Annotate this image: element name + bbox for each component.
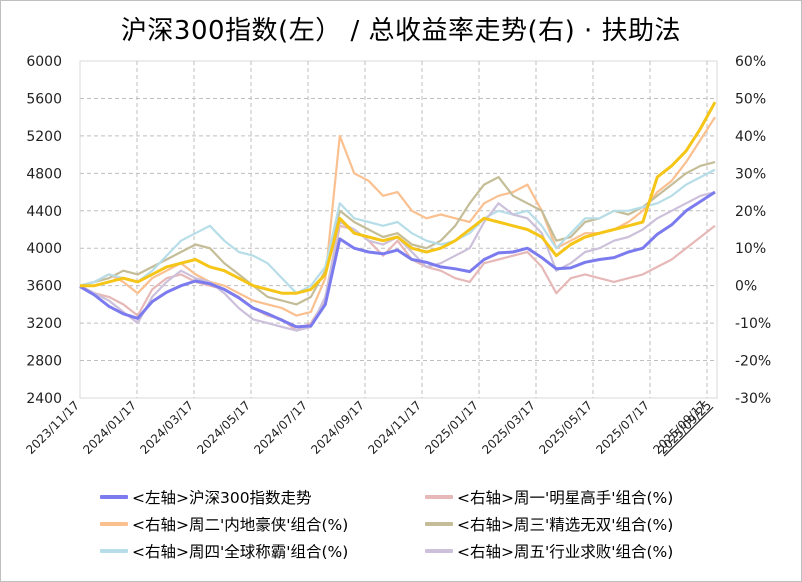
legend-label-wednesday: <右轴>周三'精选无双'组合(%) [457, 516, 674, 534]
legend-swatch-tuesday [100, 522, 128, 526]
x-tick-label: 2024/11/17 [365, 398, 424, 457]
legend-label-thursday: <右轴>周四'全球称霸'组合(%) [132, 543, 349, 561]
left-tick-label: 4800 [26, 166, 62, 182]
right-tick-label: -30% [735, 391, 771, 407]
legend-label-hs300: <左轴>沪深300指数走势 [132, 489, 312, 507]
series-line-hs300 [79, 190, 716, 329]
right-tick-label: -20% [735, 354, 771, 370]
legend-swatch-monday [425, 495, 453, 499]
x-tick-label: 2025/09/25 [655, 398, 714, 457]
x-tick-label: 2025/01/17 [422, 398, 481, 457]
left-tick-label: 3200 [26, 316, 62, 332]
left-tick-label: 4000 [26, 241, 62, 257]
series-line-thursday [79, 168, 716, 295]
left-tick-label: 2400 [26, 391, 62, 407]
x-tick-label: 2023/11/17 [23, 398, 82, 457]
legend-item-wednesday: <右轴>周三'精选无双'组合(%) [425, 513, 673, 535]
x-tick-label: 2025/07/17 [593, 398, 652, 457]
legend-label-tuesday: <右轴>周二'内地豪侠'组合(%) [132, 516, 349, 534]
x-tick-label: 2024/07/17 [251, 398, 310, 457]
right-tick-label: -10% [735, 316, 771, 332]
left-tick-label: 2800 [26, 354, 62, 370]
legend-item-tuesday: <右轴>周二'内地豪侠'组合(%) [100, 513, 348, 535]
legend-label-monday: <右轴>周一'明星高手'组合(%) [457, 489, 674, 507]
x-tick-label: 2025/05/17 [536, 398, 595, 457]
right-tick-label: 60% [735, 54, 766, 70]
x-tick-label: 2025/03/17 [479, 398, 538, 457]
left-tick-label: 6000 [26, 54, 62, 70]
series-line-monday [79, 224, 716, 332]
right-tick-label: 20% [735, 204, 766, 220]
x-tick-label: 2024/03/17 [137, 398, 196, 457]
legend-swatch-thursday [100, 549, 128, 553]
series-line-yellow [80, 101, 717, 295]
right-tick-label: 50% [735, 91, 766, 107]
right-tick-label: 10% [735, 241, 766, 257]
left-tick-label: 5200 [26, 129, 62, 145]
legend-item-thursday: <右轴>周四'全球称霸'组合(%) [100, 540, 348, 562]
left-tick-label: 5600 [26, 91, 62, 107]
right-tick-label: 0% [735, 279, 757, 295]
legend-item-friday: <右轴>周五'行业求败'组合(%) [425, 540, 673, 562]
chart-title: 沪深300指数(左） / 总收益率走势(右) · 扶助法 [120, 16, 682, 46]
x-tick-label: 2024/01/17 [80, 398, 139, 457]
left-tick-label: 3600 [26, 279, 62, 295]
legend-item-hs300: <左轴>沪深300指数走势 [100, 486, 312, 508]
legend-swatch-wednesday [425, 522, 453, 526]
x-tick-label: 2024/09/17 [308, 398, 367, 457]
legend-swatch-friday [425, 549, 453, 553]
x-tick-label: 2024/05/17 [194, 398, 253, 457]
right-tick-label: 40% [735, 129, 766, 145]
legend-label-friday: <右轴>周五'行业求败'组合(%) [457, 543, 674, 561]
left-tick-label: 4400 [26, 204, 62, 220]
right-tick-label: 30% [735, 166, 766, 182]
plot-border [79, 60, 718, 399]
legend-swatch-hs300 [100, 495, 128, 499]
legend-item-monday: <右轴>周一'明星高手'组合(%) [425, 486, 673, 508]
